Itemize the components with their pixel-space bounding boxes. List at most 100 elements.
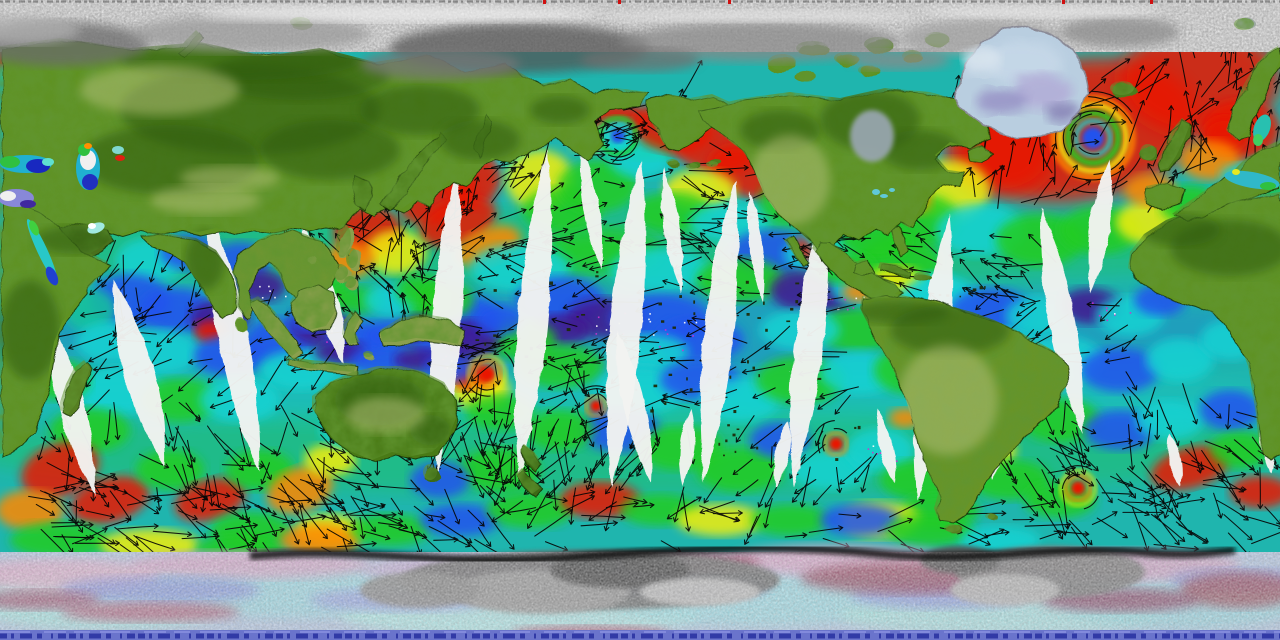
wind-speed-patch xyxy=(280,524,360,556)
calm-zone-speckle xyxy=(876,453,879,455)
cyclone-ring xyxy=(472,359,502,389)
great-lake xyxy=(889,188,895,192)
small-island-dot xyxy=(548,356,552,360)
land-highland-highlight xyxy=(180,166,280,190)
calm-zone-speckle xyxy=(896,460,898,462)
top-edge-red-tick xyxy=(543,0,546,4)
satellite-swath-gap xyxy=(746,190,764,300)
small-island-dot xyxy=(795,282,800,285)
greenland-ice-shade xyxy=(960,46,1000,74)
calm-zone-speckle xyxy=(852,307,855,309)
satellite-swath-gap xyxy=(789,198,827,486)
cyclone-eye xyxy=(1082,127,1104,149)
calm-zone-speckle xyxy=(682,349,684,352)
small-island-dot xyxy=(689,388,693,392)
satellite-swath-gap xyxy=(1087,158,1111,292)
mediterranean-east-group xyxy=(1224,169,1280,190)
calm-zone-speckle xyxy=(274,296,276,299)
satellite-swath-gap xyxy=(605,158,645,486)
calm-zone-speckle xyxy=(268,285,270,288)
red-sea-tone xyxy=(45,266,59,286)
wind-speed-patch xyxy=(1146,338,1214,382)
small-island-dot xyxy=(493,289,497,292)
cyclone-ring xyxy=(604,122,632,150)
cyclone-ring xyxy=(467,354,507,394)
small-island-dot xyxy=(732,433,736,437)
cyclone xyxy=(1039,90,1145,194)
cyclone-ring xyxy=(1050,95,1136,181)
small-island-dot xyxy=(758,374,761,378)
small-island-dot xyxy=(765,328,768,332)
greenland-ice-shade xyxy=(974,86,1026,114)
cyclone-eye xyxy=(479,366,495,382)
small-island-dot xyxy=(817,377,822,380)
wind-speed-patch xyxy=(886,514,974,546)
calm-zone-speckle xyxy=(605,329,608,331)
satellite-swath-gap xyxy=(678,408,694,484)
wind-speed-patch xyxy=(1136,400,1204,440)
greenland-group xyxy=(951,23,1087,137)
small-island-dot xyxy=(747,360,749,364)
small-island-dot xyxy=(734,450,737,454)
land-dark-shade xyxy=(440,120,520,160)
small-island-dot xyxy=(661,320,665,323)
small-island-dot xyxy=(790,307,794,311)
small-island-dot xyxy=(576,316,579,318)
small-island-dot xyxy=(493,334,497,337)
wind-speed-patch xyxy=(750,504,830,536)
small-island-dot xyxy=(664,401,667,406)
land-dark-shade xyxy=(260,120,400,180)
aral-sea-tone xyxy=(115,155,125,161)
arctic-dark-patch xyxy=(580,48,700,72)
great-lake xyxy=(880,194,888,198)
cyclone-spiral-streamlines xyxy=(815,420,848,454)
cyclone-ring xyxy=(1073,118,1113,158)
red-sea-tone xyxy=(29,220,39,236)
cyclone-layer xyxy=(467,90,1145,510)
arctic-dark-patch xyxy=(850,50,950,70)
small-island-dot xyxy=(502,254,505,256)
calm-zone-speckle xyxy=(649,320,652,323)
small-island-dot xyxy=(581,314,586,316)
calm-zone-speckle xyxy=(269,290,271,292)
satellite-swath-gap xyxy=(578,146,602,268)
small-island-dot xyxy=(566,328,571,332)
land-dark-shade xyxy=(0,280,60,380)
satellite-swath-gap xyxy=(513,148,551,478)
small-island-dot xyxy=(857,425,861,430)
cyclone-eye xyxy=(829,437,843,451)
black-sea-group xyxy=(0,155,54,173)
small-island-dot xyxy=(729,375,732,379)
small-island-dot xyxy=(795,300,799,304)
antarctic-grain-dark xyxy=(0,552,1280,640)
calm-zone-speckle xyxy=(1106,319,1109,322)
greenland-ice-shade xyxy=(1044,100,1076,120)
red-sea-group xyxy=(26,219,59,286)
land-highland-highlight xyxy=(898,345,998,455)
satellite-swath-gap xyxy=(1166,432,1182,486)
small-island-dot xyxy=(679,295,682,298)
calm-zone-speckle xyxy=(844,298,846,301)
calm-zone-speckle xyxy=(638,336,641,339)
small-island-dot xyxy=(854,426,857,429)
calm-zone-speckle xyxy=(653,334,655,336)
caspian-sea-group xyxy=(76,143,100,190)
top-edge-red-tick xyxy=(728,0,731,4)
small-island-dot xyxy=(508,347,511,350)
calm-zone-speckle xyxy=(285,295,287,298)
calm-zone-speckle xyxy=(872,445,875,447)
wind-speed-patch xyxy=(10,522,110,558)
calm-zone-speckle xyxy=(596,325,598,327)
mediterranean-west-group xyxy=(0,189,36,208)
satellite-swath-gap xyxy=(875,408,895,482)
black-sea-tone xyxy=(0,156,20,168)
calm-zone-speckle xyxy=(692,335,694,337)
small-island-dot xyxy=(595,275,599,278)
frame-edge-layer xyxy=(0,0,1280,4)
small-island-dot xyxy=(543,360,547,363)
calm-zone-speckle xyxy=(683,321,686,324)
caspian-sea-tone xyxy=(82,174,98,190)
small-island-dot xyxy=(596,271,599,274)
small-island-dot xyxy=(756,446,759,450)
satellite-swath-gap xyxy=(111,278,165,466)
